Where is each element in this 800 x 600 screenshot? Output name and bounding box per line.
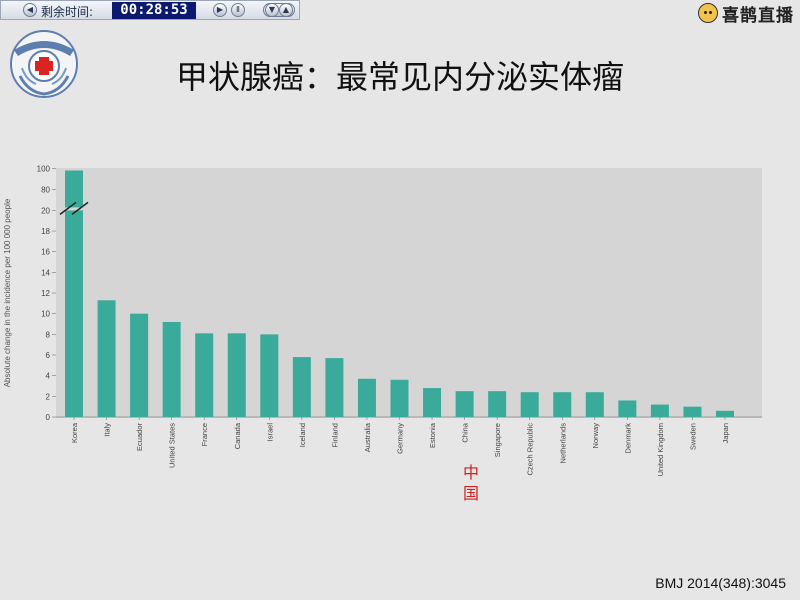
x-tick-label: Czech Republic: [526, 423, 535, 476]
bar-japan: [716, 410, 734, 417]
y-tick-label: 0: [46, 413, 51, 422]
y-tick-label: 100: [37, 164, 51, 173]
y-tick-label: 18: [41, 227, 50, 236]
pause-icon[interactable]: Ⅱ: [231, 3, 245, 17]
x-tick-label: Israel: [265, 423, 274, 442]
magpie-icon: [698, 3, 718, 23]
bar-singapore: [488, 391, 507, 417]
x-tick-label: Ecuador: [135, 423, 144, 451]
x-tick-label: Sweden: [688, 423, 697, 450]
x-tick-label: United Kingdom: [656, 423, 665, 476]
citation: BMJ 2014(348):3045: [655, 575, 786, 591]
remaining-time-value: 00:28:53: [112, 2, 196, 19]
x-tick-label: France: [200, 423, 209, 446]
x-tick-label: Germany: [396, 423, 405, 454]
plot-area: [56, 168, 762, 418]
x-tick-label: Italy: [103, 423, 112, 437]
y-tick-label: 20: [41, 206, 50, 215]
x-tick-label: Korea: [70, 422, 79, 443]
bar-canada: [227, 333, 246, 417]
x-axis-labels: Korea Italy Ecuador United States France Cana…: [70, 417, 730, 476]
bar-italy: [97, 300, 116, 417]
y-tick-label: 4: [46, 372, 51, 381]
bar-iceland: [292, 357, 311, 417]
x-tick-label: Norway: [591, 423, 600, 449]
y-tick-label: 2: [46, 392, 51, 401]
y-axis-label: Absolute change in the incidence per 100…: [3, 198, 12, 387]
y-tick-label: 10: [41, 310, 50, 319]
bars: [59, 170, 734, 417]
y-tick-label: 16: [41, 248, 50, 257]
hospital-logo-icon: [10, 30, 78, 98]
bar-estonia: [423, 388, 442, 417]
brand-logo: 喜鹊直播: [698, 2, 794, 26]
bar-ecuador: [130, 313, 149, 417]
bar-netherlands: [553, 392, 572, 417]
bar-finland: [325, 358, 344, 417]
x-tick-label: Japan: [721, 423, 730, 443]
y-tick-label: 6: [46, 351, 51, 360]
x-tick-label: Iceland: [298, 423, 307, 447]
bar-united-kingdom: [650, 404, 669, 417]
x-tick-label: United States: [168, 423, 177, 468]
x-tick-label: Finland: [330, 423, 339, 448]
x-tick-label: Canada: [233, 422, 242, 449]
brand-name: 喜鹊直播: [722, 5, 794, 26]
bar-united-states: [162, 321, 181, 417]
y-tick-label: 8: [46, 330, 51, 339]
incidence-bar-chart: 0 2 4 6 8 10 12 14 16 18 20 80 100 Korea Italy Ecuador…: [3, 164, 762, 476]
axis-break-mark: [71, 201, 89, 216]
bar-china: [455, 391, 474, 417]
x-tick-label: Singapore: [493, 423, 502, 457]
presentation-toolbar: ◀ 剩余时间: 00:28:53 ▶ Ⅱ ▼ ▲: [0, 0, 300, 20]
bar-france: [195, 333, 214, 417]
bar-czech-republic: [520, 392, 539, 417]
x-tick-label: Denmark: [623, 423, 632, 454]
axis-break-mark: [59, 201, 77, 216]
dropdown-icon[interactable]: ▼: [265, 3, 279, 17]
prev-icon[interactable]: ◀: [23, 3, 37, 17]
bar-sweden: [683, 406, 702, 417]
y-tick-label: 14: [41, 268, 50, 277]
x-tick-label: Netherlands: [558, 423, 567, 464]
up-icon[interactable]: ▲: [279, 3, 293, 17]
bar-korea: [65, 210, 83, 417]
view-controls: ▼ ▲: [263, 3, 295, 17]
x-tick-label: Australia: [363, 422, 372, 452]
y-tick-label: 12: [41, 289, 50, 298]
x-tick-label: China: [461, 422, 470, 442]
china-chinese-label: 中国: [462, 463, 479, 503]
bar-upper-segment: [65, 170, 83, 208]
x-tick-label: Estonia: [428, 422, 437, 448]
y-tick-label: 80: [41, 185, 50, 194]
bar-germany: [390, 379, 409, 417]
slide-title: 甲状腺癌：最常见内分泌实体瘤: [175, 58, 624, 96]
bar-australia: [357, 378, 376, 417]
bar-denmark: [618, 400, 637, 417]
play-icon[interactable]: ▶: [213, 3, 227, 17]
bar-norway: [585, 392, 604, 417]
bar-israel: [260, 334, 279, 417]
remaining-time-label: 剩余时间:: [41, 5, 94, 19]
